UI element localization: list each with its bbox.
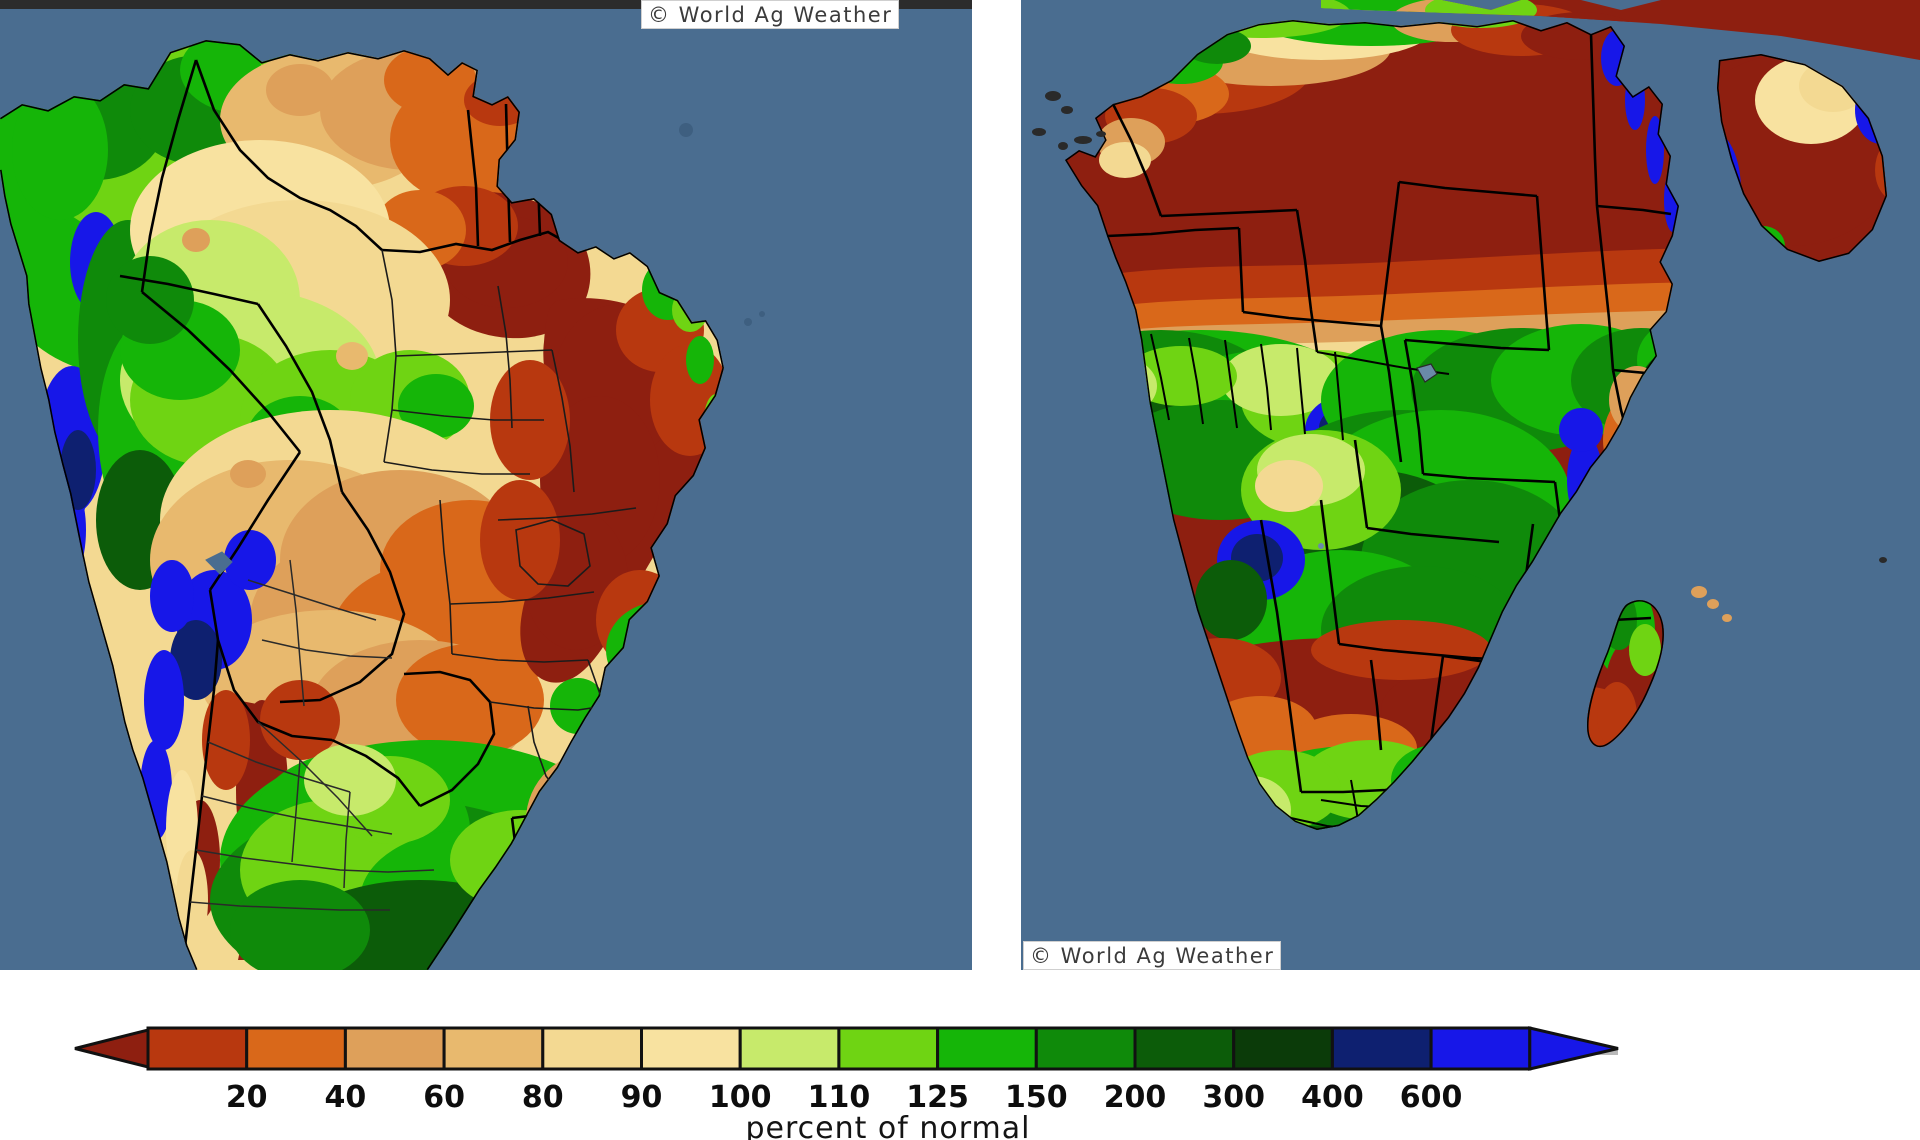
colorbar-under-arrow [74,1028,150,1069]
tick-label: 90 [621,1080,663,1115]
map-panel-south-america[interactable] [0,0,972,970]
tick-label: 110 [808,1080,871,1115]
ocean-islands-sa [679,123,765,326]
tick-label: 400 [1301,1080,1364,1115]
africa-map-svg [1021,0,1920,970]
colorbar-svg: 20 40 60 80 90 100 110 125 150 200 300 4… [74,1026,1619,1140]
tick-label: 300 [1202,1080,1265,1115]
south-america-map-svg [0,0,972,970]
legend-colorbar: 20 40 60 80 90 100 110 125 150 200 300 4… [0,975,1920,1140]
tick-label: 100 [709,1080,772,1115]
ocean-islands-af [1032,91,1887,622]
tick-label: 200 [1104,1080,1167,1115]
tick-label: 60 [423,1080,465,1115]
map-panel-africa[interactable] [1021,0,1920,970]
tick-label: 600 [1400,1080,1463,1115]
tick-label: 125 [906,1080,969,1115]
colorbar-tick-labels: 20 40 60 80 90 100 110 125 150 200 300 4… [226,1080,1463,1115]
tick-label: 20 [226,1080,268,1115]
colorbar-caption: percent of normal [745,1111,1030,1140]
tick-label: 150 [1005,1080,1068,1115]
tick-label: 40 [325,1080,367,1115]
colorbar-bands [146,1026,1532,1071]
colorbar-over-arrow [1528,1026,1619,1071]
tick-label: 80 [522,1080,564,1115]
watermark-south-america: © World Ag Weather [641,0,900,29]
watermark-africa: © World Ag Weather [1023,941,1282,970]
panel-top-bar [0,0,972,9]
